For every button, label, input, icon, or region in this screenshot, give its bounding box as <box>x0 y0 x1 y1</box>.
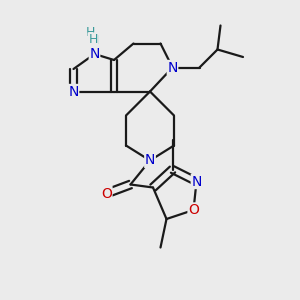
Text: N: N <box>167 61 178 74</box>
Text: N: N <box>89 47 100 61</box>
Text: N: N <box>68 85 79 98</box>
Text: H: H <box>88 33 98 46</box>
Text: O: O <box>188 203 199 217</box>
Text: N: N <box>145 154 155 167</box>
Text: H: H <box>85 26 95 39</box>
Text: H: H <box>90 34 99 47</box>
Text: O: O <box>101 187 112 200</box>
Text: N: N <box>191 175 202 188</box>
